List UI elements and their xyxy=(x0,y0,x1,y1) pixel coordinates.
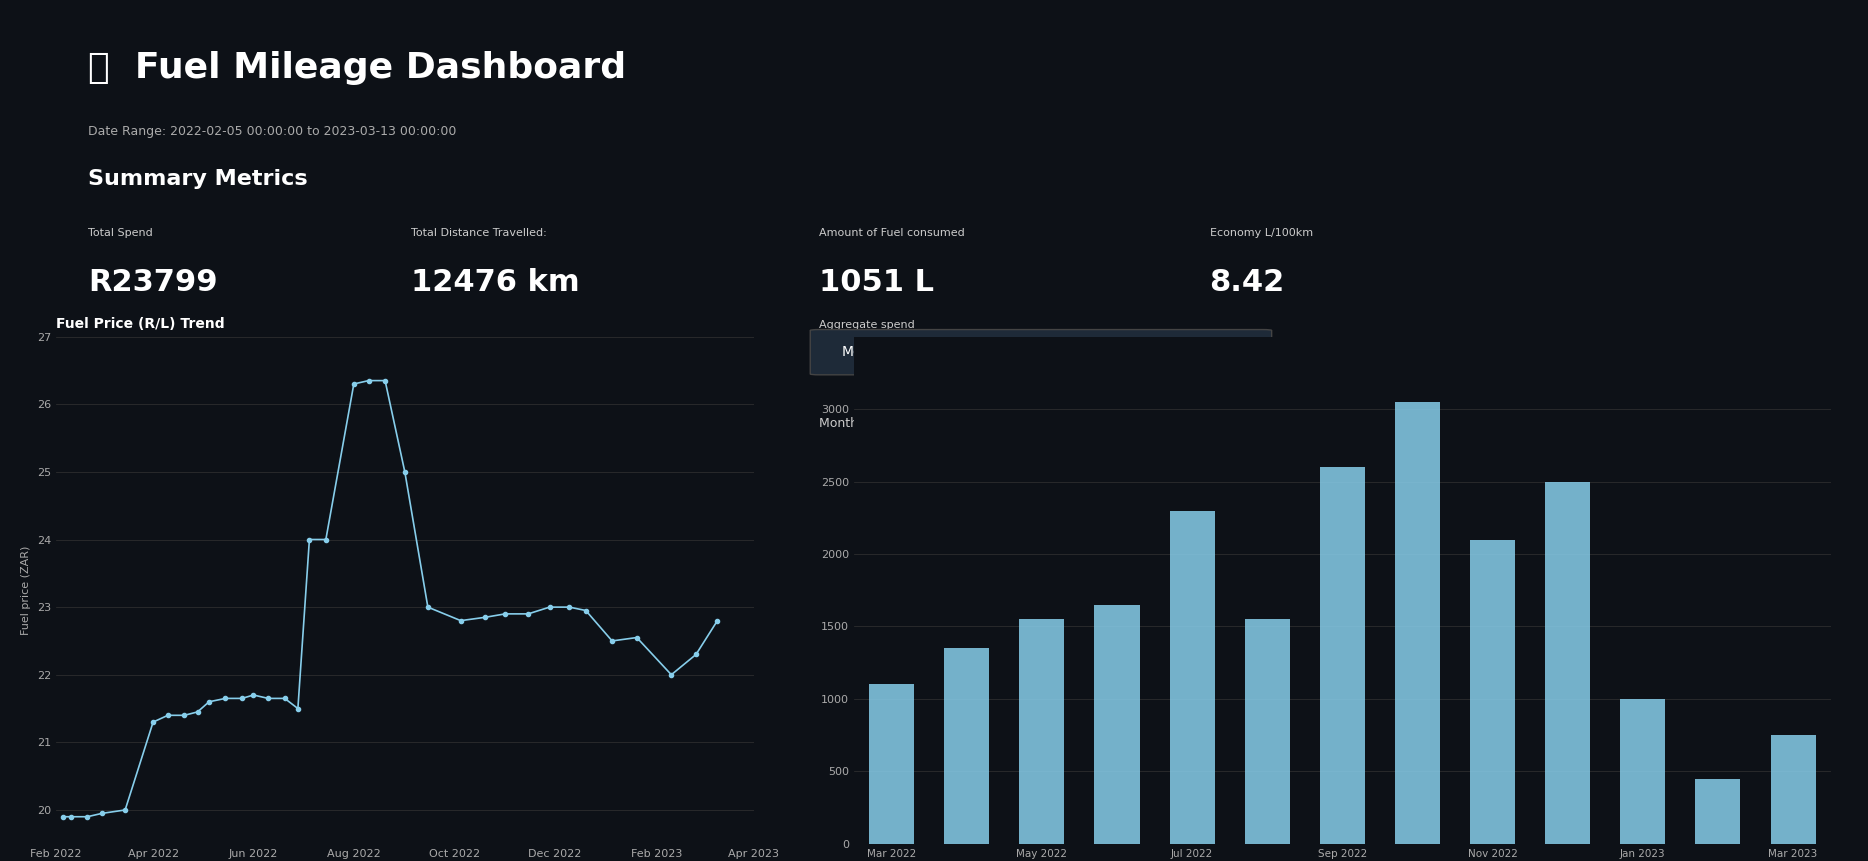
Bar xyxy=(1771,735,1816,844)
Bar xyxy=(943,648,990,844)
Text: Monthly Fuel Spend: Monthly Fuel Spend xyxy=(818,418,941,430)
Text: 1051 L: 1051 L xyxy=(818,269,934,297)
Text: Economy L/100km: Economy L/100km xyxy=(1210,228,1313,238)
Text: Amount of Fuel consumed: Amount of Fuel consumed xyxy=(818,228,966,238)
Text: Aggregate spend: Aggregate spend xyxy=(818,320,915,331)
Bar xyxy=(1395,402,1440,844)
Bar xyxy=(1545,481,1590,844)
Bar xyxy=(1470,540,1515,844)
Text: 8.42: 8.42 xyxy=(1210,269,1285,297)
Text: Total Distance Travelled:: Total Distance Travelled: xyxy=(411,228,547,238)
Bar xyxy=(869,684,913,844)
Bar xyxy=(1321,467,1366,844)
Text: Date Range: 2022-02-05 00:00:00 to 2023-03-13 00:00:00: Date Range: 2022-02-05 00:00:00 to 2023-… xyxy=(88,126,456,139)
Bar xyxy=(1020,619,1065,844)
Bar xyxy=(1244,619,1289,844)
Bar xyxy=(1620,699,1666,844)
Bar xyxy=(1169,511,1214,844)
Text: 🔗  Fuel Mileage Dashboard: 🔗 Fuel Mileage Dashboard xyxy=(88,51,626,84)
Text: Summary Metrics: Summary Metrics xyxy=(88,169,308,189)
Text: R23799: R23799 xyxy=(88,269,217,297)
Text: 12476 km: 12476 km xyxy=(411,269,579,297)
Bar xyxy=(1696,778,1741,844)
Text: Fuel Price (R/L) Trend: Fuel Price (R/L) Trend xyxy=(56,318,224,331)
Text: Total Spend: Total Spend xyxy=(88,228,153,238)
Bar xyxy=(1095,604,1139,844)
Y-axis label: Fuel price (ZAR): Fuel price (ZAR) xyxy=(21,546,32,635)
